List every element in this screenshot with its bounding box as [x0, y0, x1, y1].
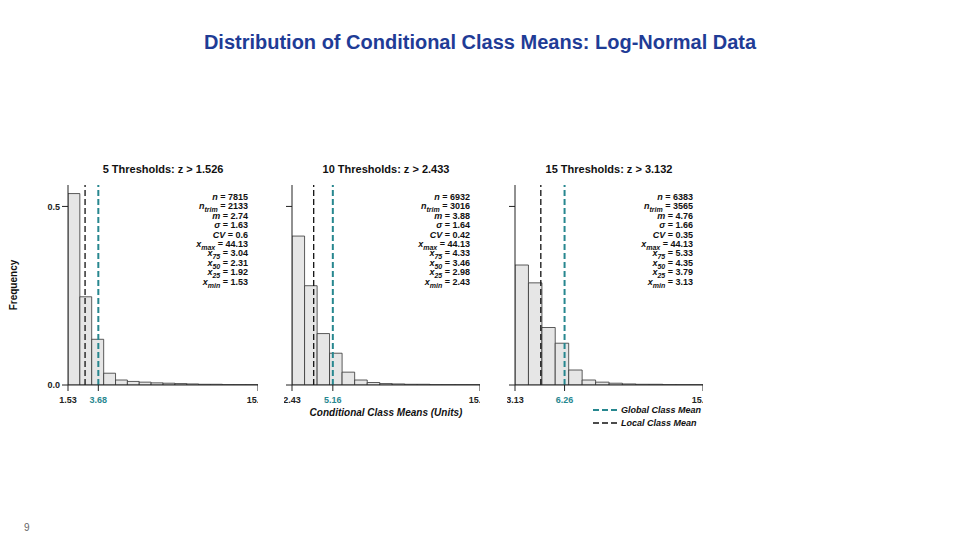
svg-text:5.16: 5.16 [324, 395, 342, 405]
svg-text:1.53: 1.53 [59, 395, 77, 405]
html-text:xmin= 1.53: xmin= 1.53 [202, 276, 248, 289]
svg-text:15.00: 15.00 [692, 395, 703, 405]
html-text:ntrim= 3016: ntrim= 3016 [421, 201, 470, 214]
html-text:Local Class Mean: Local Class Mean [621, 417, 697, 428]
html-text:x75= 5.33: x75= 5.33 [652, 248, 693, 261]
svg-text:0.0: 0.0 [47, 380, 60, 390]
html-text:σ = 1.64: σ = 1.64 [436, 220, 470, 231]
svg-text:6.26: 6.26 [556, 395, 574, 405]
html-text:ntrim= 3565: ntrim= 3565 [644, 201, 693, 214]
html-text:Frequency: Frequency [8, 259, 19, 311]
html-text:n = 6383: n = 6383 [657, 192, 693, 202]
svg-text:2.43: 2.43 [284, 395, 301, 405]
html-text:n = 7815: n = 7815 [212, 192, 248, 202]
html-text:10 Thresholds: z > 2.433: 10 Thresholds: z > 2.433 [322, 163, 450, 175]
html-text:x50= 3.46: x50= 3.46 [429, 257, 470, 270]
html-text:x25= 1.92: x25= 1.92 [207, 267, 248, 279]
html-text:x75= 4.33: x75= 4.33 [429, 248, 470, 261]
html-text:x50= 2.31: x50= 2.31 [207, 257, 248, 270]
html-text:m = 3.88: m = 3.88 [434, 210, 470, 221]
html-text:xmax= 44.13: xmax= 44.13 [418, 239, 470, 251]
html-text:5 Thresholds: z > 1.526: 5 Thresholds: z > 1.526 [102, 163, 224, 175]
html-text:ntrim= 2133: ntrim= 2133 [199, 201, 248, 214]
html-text:x50= 4.35: x50= 4.35 [652, 257, 693, 270]
html-text:Conditional Class Means (Units: Conditional Class Means (Units) [309, 407, 463, 418]
svg-text:3.13: 3.13 [507, 395, 524, 405]
html-text:15 Thresholds: z > 3.132: 15 Thresholds: z > 3.132 [545, 163, 673, 175]
html-text:xmin= 2.43: xmin= 2.43 [424, 276, 470, 289]
html-text:Distribution of Conditional Cl: Distribution of Conditional Class Means:… [203, 31, 757, 53]
html-text:CV = 0.35: CV = 0.35 [652, 229, 693, 240]
html-text:xmin= 3.13: xmin= 3.13 [647, 276, 693, 289]
html-text:xmax= 44.13: xmax= 44.13 [641, 239, 693, 251]
html-text:Global Class Mean: Global Class Mean [621, 404, 701, 415]
html-text:n = 6932: n = 6932 [434, 192, 470, 202]
svg-text:3.68: 3.68 [90, 395, 108, 405]
html-text:xmax= 44.13: xmax= 44.13 [196, 239, 248, 251]
html-text:σ = 1.66: σ = 1.66 [659, 220, 693, 231]
html-text:m = 2.74: m = 2.74 [212, 210, 248, 221]
svg-text:0.5: 0.5 [47, 202, 60, 212]
html-text:m = 4.76: m = 4.76 [657, 210, 693, 221]
html-text:CV = 0.42: CV = 0.42 [429, 229, 470, 240]
html-text:x75= 3.04: x75= 3.04 [207, 248, 248, 261]
html-text:CV = 0.6: CV = 0.6 [212, 229, 248, 240]
html-text:9: 9 [24, 522, 30, 533]
html-text:σ = 1.63: σ = 1.63 [214, 220, 248, 231]
html-text:x25= 2.98: x25= 2.98 [429, 267, 470, 279]
html-text:x25= 3.79: x25= 3.79 [652, 267, 693, 279]
svg-text:15.00: 15.00 [469, 395, 480, 405]
svg-text:15.00: 15.00 [247, 395, 258, 405]
